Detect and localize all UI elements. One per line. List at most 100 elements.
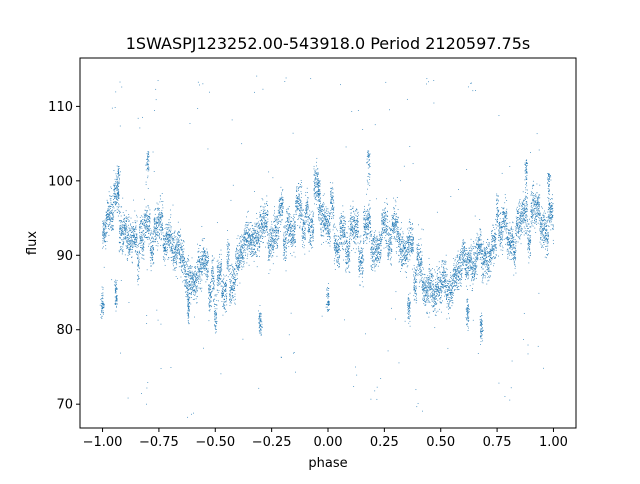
data-point xyxy=(242,244,244,246)
data-point xyxy=(263,231,265,233)
data-point xyxy=(224,299,226,300)
data-point xyxy=(187,287,189,289)
data-point xyxy=(193,282,195,284)
data-point xyxy=(102,233,104,235)
data-point xyxy=(108,208,110,210)
data-point xyxy=(122,243,124,244)
data-point xyxy=(246,227,248,229)
data-point xyxy=(184,272,186,274)
data-point xyxy=(113,228,114,230)
data-point xyxy=(260,214,262,216)
data-point xyxy=(209,286,211,288)
data-point xyxy=(106,220,107,221)
data-point xyxy=(167,224,169,225)
data-point xyxy=(337,243,339,245)
data-point xyxy=(131,261,133,263)
data-point xyxy=(286,254,287,256)
data-point xyxy=(155,231,157,233)
data-point xyxy=(239,256,241,258)
data-point xyxy=(196,287,198,289)
data-point xyxy=(322,194,324,196)
data-point xyxy=(116,195,117,197)
data-point xyxy=(167,244,169,246)
data-point xyxy=(196,279,198,281)
data-point xyxy=(200,255,202,257)
data-point xyxy=(223,291,225,293)
data-point xyxy=(175,256,177,258)
data-point xyxy=(280,214,282,216)
data-point xyxy=(229,295,230,297)
data-point xyxy=(299,204,301,206)
data-point xyxy=(160,216,161,218)
data-point xyxy=(154,236,156,238)
data-point xyxy=(283,242,285,244)
data-point xyxy=(305,210,307,211)
data-point xyxy=(327,232,329,234)
data-point xyxy=(224,296,225,298)
data-point xyxy=(313,168,315,170)
data-point xyxy=(230,297,232,299)
data-point xyxy=(309,240,311,242)
data-point xyxy=(316,161,317,163)
data-point xyxy=(281,205,282,207)
data-point xyxy=(278,211,280,213)
data-point xyxy=(299,225,301,227)
data-point xyxy=(342,222,344,224)
data-point xyxy=(201,258,202,260)
data-point xyxy=(229,298,231,300)
data-point xyxy=(209,292,211,294)
data-point xyxy=(184,271,186,273)
data-point xyxy=(137,278,139,280)
data-point xyxy=(320,231,322,233)
data-point xyxy=(169,230,170,232)
data-point xyxy=(264,214,266,216)
data-point xyxy=(286,237,288,239)
data-point xyxy=(272,248,273,250)
data-point xyxy=(228,245,230,246)
data-point xyxy=(306,212,308,213)
data-point xyxy=(295,201,297,203)
data-point xyxy=(142,230,144,232)
data-point xyxy=(136,220,138,222)
data-point xyxy=(255,253,257,255)
data-point xyxy=(142,251,144,252)
data-point xyxy=(128,252,130,254)
data-point xyxy=(180,228,181,230)
data-point xyxy=(342,205,344,207)
data-point xyxy=(183,257,185,258)
data-point xyxy=(244,250,246,251)
data-point xyxy=(202,258,203,260)
data-point xyxy=(172,247,174,249)
data-point xyxy=(320,224,322,225)
data-point xyxy=(160,221,162,223)
data-point xyxy=(298,187,299,189)
data-point xyxy=(345,249,346,251)
data-point xyxy=(141,254,143,256)
data-point xyxy=(190,293,192,294)
data-point xyxy=(289,213,290,215)
data-point xyxy=(342,211,344,213)
data-point xyxy=(329,230,331,232)
data-point xyxy=(118,186,119,187)
data-point xyxy=(218,265,219,267)
data-point xyxy=(213,277,215,279)
data-point xyxy=(236,249,238,251)
data-point xyxy=(327,219,328,221)
data-point xyxy=(238,270,240,272)
data-point xyxy=(137,269,138,271)
data-point xyxy=(108,218,110,220)
data-point xyxy=(178,235,180,236)
data-point xyxy=(138,250,140,252)
data-point xyxy=(207,275,209,277)
data-point xyxy=(129,250,131,251)
data-point xyxy=(115,187,117,189)
data-point xyxy=(262,238,263,239)
data-point xyxy=(205,267,207,269)
data-point xyxy=(113,210,115,212)
data-point xyxy=(298,215,300,217)
data-point xyxy=(345,261,347,263)
data-point xyxy=(155,238,157,240)
data-point xyxy=(222,290,223,292)
data-point xyxy=(229,294,231,296)
data-point xyxy=(200,266,202,268)
